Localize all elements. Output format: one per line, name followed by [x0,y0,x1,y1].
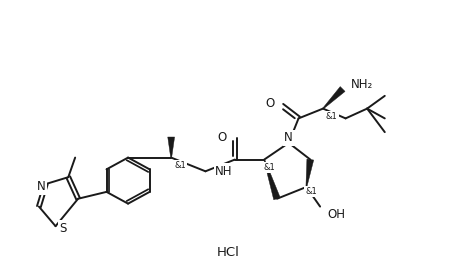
Text: OH: OH [326,208,344,221]
Polygon shape [305,159,313,187]
Text: S: S [60,222,67,235]
Text: O: O [265,97,274,110]
Polygon shape [322,87,344,109]
Text: NH₂: NH₂ [350,78,372,90]
Text: &1: &1 [325,112,337,121]
Text: &1: &1 [263,163,274,172]
Text: NH: NH [215,165,232,178]
Text: &1: &1 [305,187,317,196]
Text: N: N [284,131,293,144]
Text: &1: &1 [174,161,186,170]
Polygon shape [263,160,280,200]
Text: HCl: HCl [216,246,239,259]
Polygon shape [167,137,174,158]
Text: N: N [36,180,45,194]
Text: O: O [217,131,227,144]
